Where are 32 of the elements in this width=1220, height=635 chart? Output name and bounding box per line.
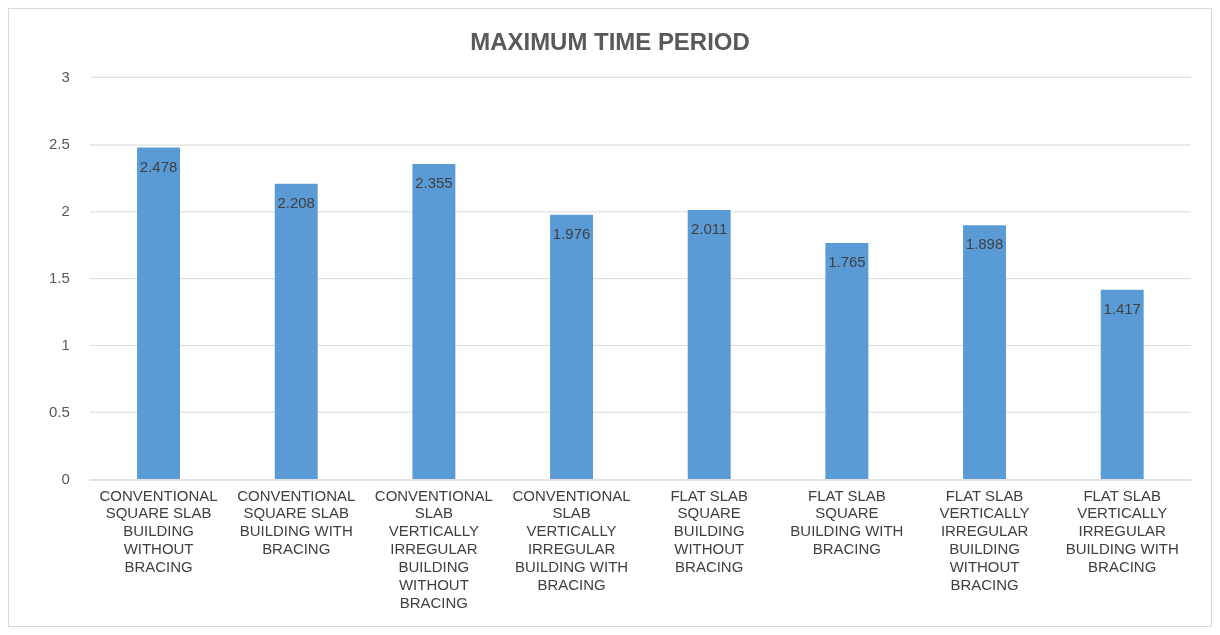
data-label: 1.898 [965,235,1004,253]
x-tick-label: FLAT SLAB SQUARE BUILDING WITHOUT BRACING [670,486,749,576]
x-tick-label: FLAT SLAB VERTICALLY IRREGULAR BUILDING WITHOUT BRACING [939,486,1030,594]
bar [1100,289,1144,479]
y-tick-label: 0 [61,469,70,487]
bar [825,243,869,479]
y-tick-label: 0.5 [48,402,70,420]
bar [550,214,594,479]
bar [963,225,1007,479]
data-label: 1.417 [1103,299,1141,317]
data-label: 2.478 [139,157,178,175]
x-tick-label: CONVENTIONAL SQUARE SLAB BUILDING WITHOUT BRACING [99,486,218,576]
x-tick-label: CONVENTIONAL SQUARE SLAB BUILDING WITH BRACING [237,486,356,558]
data-label: 1.765 [828,253,866,271]
x-tick-label: FLAT SLAB SQUARE BUILDING WITH BRACING [790,486,904,558]
y-tick-label: 2.5 [48,134,70,152]
y-tick-label: 3 [61,67,70,85]
y-tick-label: 1.5 [48,268,70,286]
bar [687,210,731,479]
y-tick-label: 2 [61,201,70,219]
bar [274,183,318,479]
x-tick-label: CONVENTIONAL SLAB VERTICALLY IRREGULAR BUILDING WITHOUT BRACING [374,486,493,612]
data-label: 1.976 [552,224,591,242]
y-tick-label: 1 [61,335,70,353]
x-tick-label: CONVENTIONAL SLAB VERTICALLY IRREGULAR BUILDING WITH BRACING [512,486,631,594]
data-label: 2.208 [277,193,315,211]
data-label: 2.355 [415,174,453,192]
bar [412,163,456,479]
bar [137,147,181,479]
chart-title: MAXIMUM TIME PERIOD [470,27,750,55]
x-tick-label: FLAT SLAB VERTICALLY IRREGULAR BUILDING WITH BRACING [1065,486,1179,576]
data-label: 2.011 [691,220,728,238]
